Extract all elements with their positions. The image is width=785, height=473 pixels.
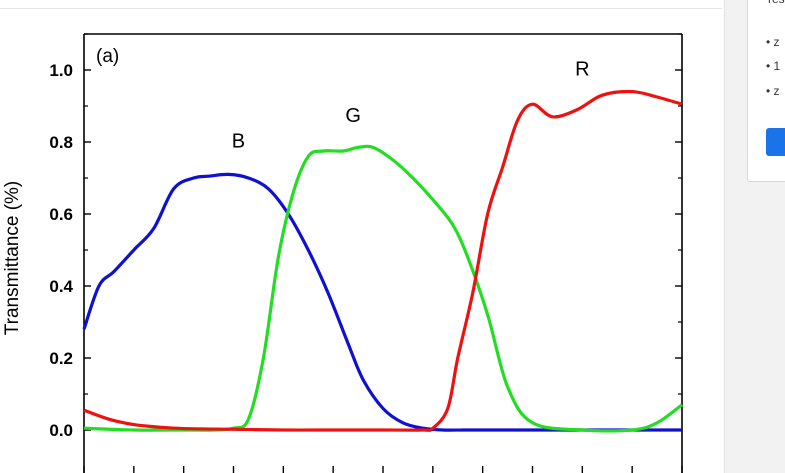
y-axis-label: Transmittance (%) (2, 181, 23, 336)
series-label-r: R (575, 58, 589, 80)
sidebar-card: res • z • 1 • z (747, 0, 785, 182)
chart-labels: (a) B G R (96, 46, 590, 152)
y-tick-label: 0.0 (49, 421, 73, 440)
series-line-g (83, 144, 683, 433)
right-sidebar: res • z • 1 • z (724, 0, 785, 473)
panel-label: (a) (96, 46, 119, 67)
series-label-b: B (232, 130, 245, 152)
y-tick-label: 1.0 (49, 61, 73, 80)
y-tick-label: 0.2 (49, 349, 73, 368)
bullet-item: • z (766, 35, 780, 49)
top-divider (0, 8, 722, 9)
series-label-g: G (345, 105, 361, 127)
y-tick-label: 0.6 (49, 205, 73, 224)
y-tick-label: 0.8 (49, 133, 73, 152)
bullet-item: • 1 (766, 59, 781, 73)
action-button[interactable] (766, 128, 785, 156)
bullet-item: • z (766, 84, 780, 98)
series-line-r (83, 89, 683, 432)
chart-axes: 0.0 0.2 0.4 0.6 0.8 1.0 Transmittance (%) (2, 33, 683, 473)
series-line-b (82, 172, 682, 432)
card-text: res (768, 0, 785, 6)
y-tick-label: 0.4 (49, 277, 73, 296)
transmittance-chart: 0.0 0.2 0.4 0.6 0.8 1.0 Transmittance (%) (a) B… (2, 33, 683, 473)
chart-series (82, 89, 683, 433)
